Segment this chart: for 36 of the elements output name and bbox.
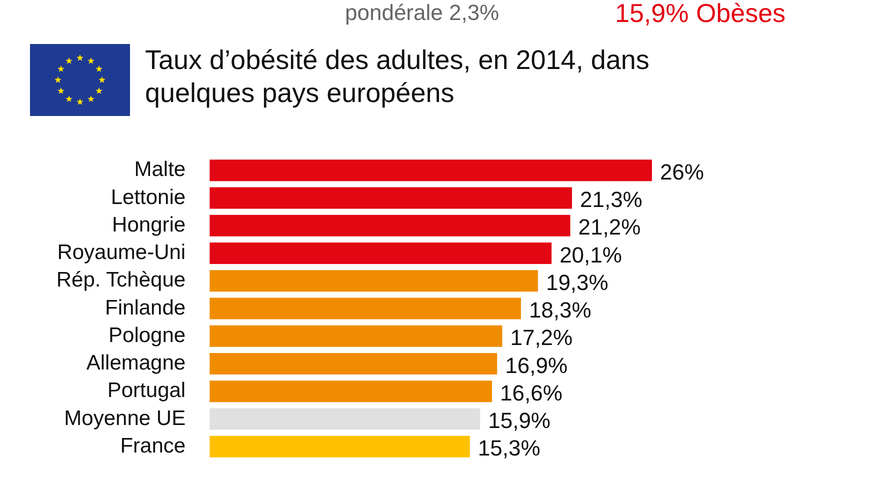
y-tick-label: Lettonie <box>110 186 186 209</box>
y-tick-label: France <box>120 434 186 458</box>
bar <box>210 214 570 236</box>
y-tick-label: Rép. Tchèque <box>56 268 186 292</box>
bar <box>210 298 521 320</box>
data-label: 26% <box>660 159 704 184</box>
bar <box>210 270 538 292</box>
y-tick-label: Finlande <box>105 296 186 320</box>
bar <box>210 187 572 209</box>
bar <box>210 325 502 347</box>
data-label: 18,3% <box>528 298 592 323</box>
data-label: 17,2% <box>510 325 573 350</box>
data-label: 15,9% <box>488 408 550 434</box>
bar <box>210 380 492 402</box>
bar <box>210 242 552 264</box>
data-label: 16,9% <box>505 352 568 378</box>
data-label: 21,3% <box>580 187 642 212</box>
bar <box>210 408 480 430</box>
data-label: 20,1% <box>560 242 622 268</box>
y-tick-label: Hongrie <box>112 213 186 236</box>
y-tick-label: Malte <box>134 158 186 182</box>
data-label: 16,6% <box>500 380 562 406</box>
bar <box>210 436 470 458</box>
data-label: 19,3% <box>546 270 608 295</box>
bar <box>210 352 498 375</box>
text: 15,9% Obèses <box>615 0 786 29</box>
data-label: 15,3% <box>478 436 540 461</box>
y-tick-label: Pologne <box>108 324 186 347</box>
bar <box>210 160 652 182</box>
text: pondérale 2,3% <box>345 0 500 26</box>
y-tick-label: Allemagne <box>86 352 186 375</box>
y-tick-label: Moyenne UE <box>64 406 186 430</box>
y-tick-label: Royaume-Uni <box>57 241 186 264</box>
chart-title: Taux d’obésité des adultes, en 2014, dans quelques pays européens <box>145 44 650 110</box>
data-label: 21,2% <box>578 214 641 240</box>
y-tick-label: Portugal <box>107 379 186 402</box>
